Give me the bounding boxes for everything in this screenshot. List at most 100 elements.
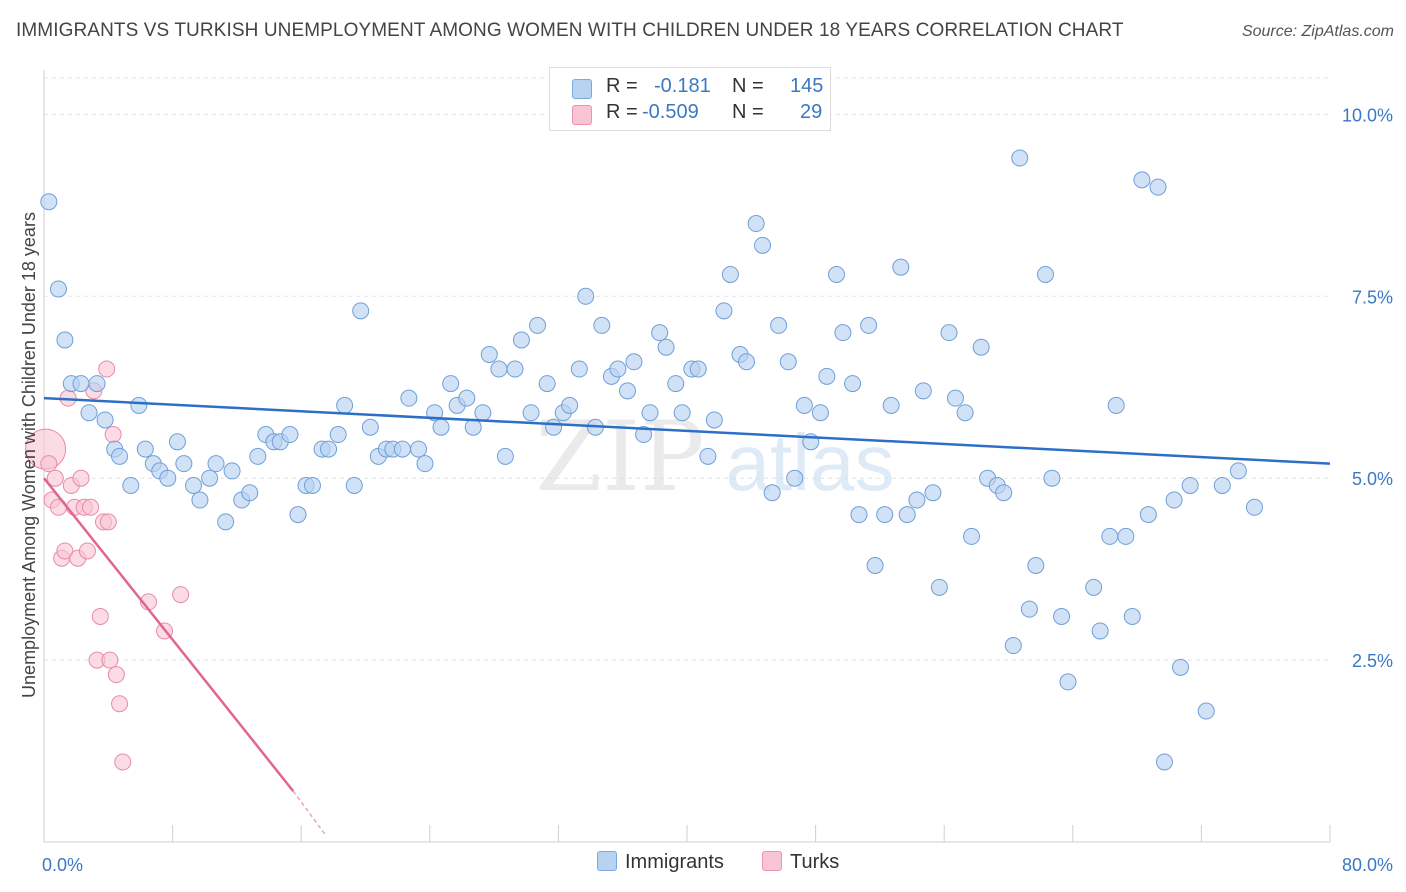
point-immigrants: [432, 418, 450, 436]
point-turks: [98, 360, 116, 378]
legend-r-value: -0.181: [654, 75, 711, 97]
point-immigrants: [876, 506, 894, 524]
point-turks: [99, 513, 117, 531]
point-immigrants: [217, 513, 235, 531]
source-label: Source: ZipAtlas.com: [1241, 23, 1394, 40]
point-immigrants: [130, 396, 148, 414]
point-immigrants: [577, 287, 595, 305]
point-immigrants: [329, 426, 347, 444]
point-immigrants: [111, 447, 129, 465]
y-tick-label: 7.5%: [1352, 287, 1393, 307]
point-immigrants: [699, 447, 717, 465]
point-immigrants: [940, 324, 958, 342]
point-immigrants: [393, 440, 411, 458]
point-immigrants: [818, 367, 836, 385]
point-immigrants: [651, 324, 669, 342]
x-tick-label: 0.0%: [42, 855, 83, 875]
point-immigrants: [827, 265, 845, 283]
point-immigrants: [779, 353, 797, 371]
point-immigrants: [1117, 527, 1135, 545]
point-immigrants: [1085, 578, 1103, 596]
point-immigrants: [184, 476, 202, 494]
point-turks: [101, 651, 119, 669]
point-immigrants: [593, 316, 611, 334]
legend-r-label: R =: [606, 101, 638, 123]
bottom-legend-swatch-turks: [762, 851, 782, 871]
point-immigrants: [1036, 265, 1054, 283]
point-immigrants: [930, 578, 948, 596]
point-turks: [40, 455, 58, 473]
bottom-legend-immigrants: Immigrants: [597, 851, 724, 874]
point-immigrants: [763, 484, 781, 502]
point-immigrants: [715, 302, 733, 320]
legend-n-label: N =: [732, 75, 764, 97]
point-immigrants: [545, 418, 563, 436]
point-immigrants: [175, 455, 193, 473]
point-immigrants: [882, 396, 900, 414]
point-immigrants: [345, 476, 363, 494]
point-immigrants: [1043, 469, 1061, 487]
point-immigrants: [834, 324, 852, 342]
point-immigrants: [249, 447, 267, 465]
point-immigrants: [972, 338, 990, 356]
trend-line-immigrants: [43, 396, 1331, 465]
point-immigrants: [1229, 462, 1247, 480]
point-immigrants: [191, 491, 209, 509]
point-immigrants: [570, 360, 588, 378]
point-immigrants: [538, 375, 556, 393]
point-immigrants: [844, 375, 862, 393]
point-immigrants: [410, 440, 428, 458]
point-immigrants: [88, 375, 106, 393]
point-immigrants: [811, 404, 829, 422]
chart-title: IMMIGRANTS VS TURKISH UNEMPLOYMENT AMONG…: [16, 20, 1124, 41]
point-immigrants: [995, 484, 1013, 502]
bottom-legend-swatch-immigrants: [597, 851, 617, 871]
point-immigrants: [464, 418, 482, 436]
point-immigrants: [1101, 527, 1119, 545]
point-immigrants: [866, 557, 884, 575]
point-immigrants: [40, 193, 58, 211]
legend-r-label: R =: [606, 75, 638, 97]
point-immigrants: [963, 527, 981, 545]
point-immigrants: [1027, 557, 1045, 575]
point-immigrants: [201, 469, 219, 487]
point-immigrants: [49, 280, 67, 298]
point-immigrants: [1149, 178, 1167, 196]
point-immigrants: [458, 389, 476, 407]
point-immigrants: [1165, 491, 1183, 509]
point-turks: [78, 542, 96, 560]
point-immigrants: [168, 433, 186, 451]
y-tick-label: 10.0%: [1342, 105, 1393, 125]
legend-n-value: 29: [800, 101, 823, 123]
point-immigrants: [1213, 476, 1231, 494]
point-immigrants: [619, 382, 637, 400]
point-turks: [46, 469, 64, 487]
point-immigrants: [474, 404, 492, 422]
point-turks: [107, 666, 125, 684]
point-immigrants: [786, 469, 804, 487]
point-immigrants: [850, 506, 868, 524]
point-turks: [56, 542, 74, 560]
point-immigrants: [490, 360, 508, 378]
trend-line-turks-extension: [292, 790, 326, 836]
point-immigrants: [673, 404, 691, 422]
point-immigrants: [529, 316, 547, 334]
point-immigrants: [898, 506, 916, 524]
x-tick-label: 80.0%: [1342, 855, 1393, 875]
point-immigrants: [1004, 637, 1022, 655]
point-immigrants: [1123, 607, 1141, 625]
point-immigrants: [795, 396, 813, 414]
legend-n-value: 145: [790, 75, 824, 97]
point-immigrants: [1020, 600, 1038, 618]
point-immigrants: [416, 455, 434, 473]
point-immigrants: [1139, 506, 1157, 524]
point-immigrants: [496, 447, 514, 465]
point-immigrants: [914, 382, 932, 400]
point-turks: [104, 426, 122, 444]
point-immigrants: [892, 258, 910, 276]
point-immigrants: [737, 353, 755, 371]
point-immigrants: [705, 411, 723, 429]
point-immigrants: [207, 455, 225, 473]
point-immigrants: [320, 440, 338, 458]
